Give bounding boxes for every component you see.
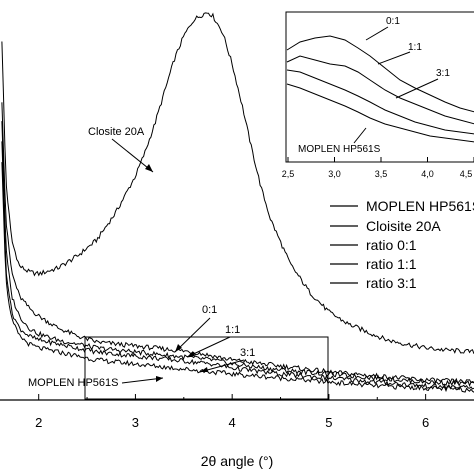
- annotation-closite-label: Closite 20A: [88, 126, 145, 138]
- legend-entry-1: Cloisite 20A: [366, 218, 441, 234]
- annotation-moplen-label: MOPLEN HP561S: [28, 377, 118, 389]
- legend-entry-3: ratio 1:1: [366, 256, 417, 272]
- inset-series-moplen: [286, 83, 474, 143]
- annotation-0-1-label: 0:1: [202, 304, 217, 316]
- inset-x-tick-label: 4,0: [421, 169, 434, 179]
- inset-panel: 2,5 3,0 3,5 4,0 4,5 0:1 1:1 3:1 MOPLEN HP561…: [282, 11, 474, 179]
- legend-entry-4: ratio 3:1: [366, 275, 417, 291]
- x-tick-label: 6: [422, 415, 429, 430]
- annotation-1-1-label: 1:1: [225, 324, 240, 336]
- main-series-group: [1, 12, 474, 393]
- inset-x-tick-label: 4,5: [460, 169, 473, 179]
- annotation-ratio-0-1: 0:1: [174, 304, 217, 353]
- series-line-ratio-0-1: [1, 102, 474, 385]
- x-tick-label: 5: [325, 415, 332, 430]
- legend-entry-0: MOPLEN HP561S: [366, 198, 474, 214]
- series-line-ratio-1-1: [1, 121, 474, 388]
- series-line-ratio-3-1: [1, 141, 474, 391]
- series-line-cloisite-20a: [1, 12, 474, 354]
- inset-x-tick-label: 3,5: [375, 169, 388, 179]
- inset-series-1-1: [286, 55, 474, 125]
- inset-annotation-moplen: MOPLEN HP561S: [298, 144, 381, 155]
- annotation-ratio-3-1: 3:1: [199, 347, 255, 373]
- annotation-closite: Closite 20A: [88, 126, 154, 173]
- inset-annotation-0-1: 0:1: [386, 16, 400, 27]
- legend: MOPLEN HP561S Cloisite 20A ratio 0:1 rat…: [330, 198, 474, 291]
- x-tick-label: 3: [132, 415, 139, 430]
- inset-series-0-1: [286, 35, 474, 113]
- inset-x-ticks: 2,5 3,0 3,5 4,0 4,5: [282, 157, 474, 179]
- series-line-moplen-hp561s: [1, 162, 474, 393]
- x-tick-label: 2: [35, 415, 42, 430]
- annotation-ratio-1-1: 1:1: [186, 324, 240, 358]
- x-axis-label: 2θ angle (°): [201, 453, 274, 469]
- inset-x-tick-label: 2,5: [282, 169, 295, 179]
- annotation-moplen: MOPLEN HP561S: [28, 376, 164, 389]
- inset-annotation-3-1: 3:1: [436, 68, 450, 79]
- zoom-region-box: [84, 336, 329, 400]
- annotation-3-1-label: 3:1: [240, 347, 255, 359]
- inset-x-tick-label: 3,0: [328, 169, 341, 179]
- x-tick-label: 4: [229, 415, 236, 430]
- inset-series-3-1: [286, 69, 474, 135]
- inset-annotation-1-1: 1:1: [408, 42, 422, 53]
- legend-entry-2: ratio 0:1: [366, 237, 417, 253]
